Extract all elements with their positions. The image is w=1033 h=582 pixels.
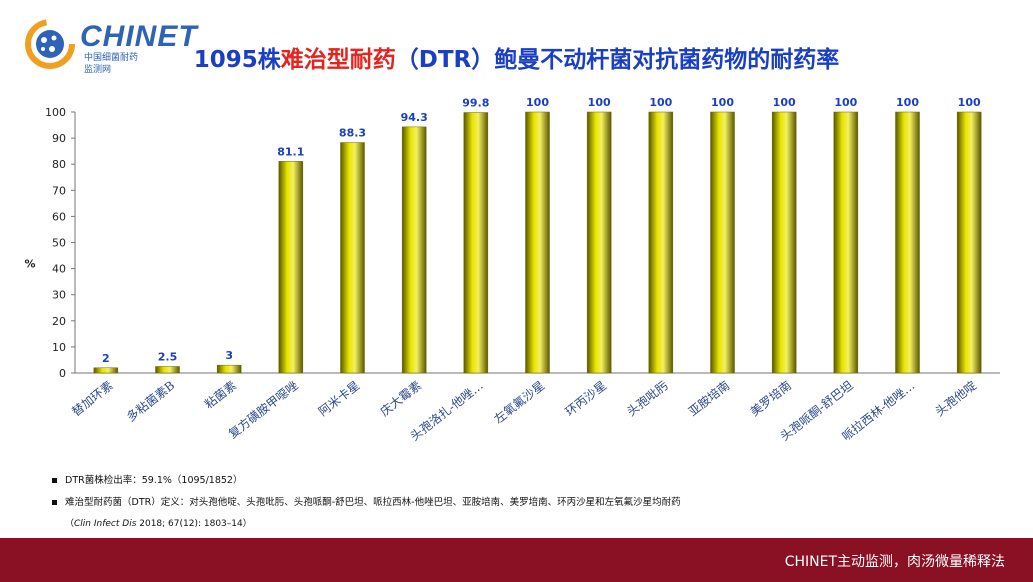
value-label: 2 <box>102 352 110 365</box>
bar <box>833 111 859 374</box>
bar <box>956 111 982 374</box>
value-label: 100 <box>773 96 796 109</box>
y-tick-label: 50 <box>52 237 66 250</box>
bar <box>771 111 797 374</box>
x-tick-label: 粘菌素 <box>201 378 239 412</box>
y-tick-label: 90 <box>52 132 66 145</box>
note-detection-rate: DTR菌株检出率：59.1%（1095/1852） <box>52 472 681 486</box>
y-tick-label: 60 <box>52 210 66 223</box>
globe-icon <box>25 19 75 69</box>
y-tick-label: 100 <box>45 106 66 119</box>
x-tick-label: 头孢他啶 <box>933 378 979 419</box>
title-suffix: （DTR）鲍曼不动杆菌对抗菌药物的耐药率 <box>395 47 840 73</box>
value-label: 100 <box>526 96 549 109</box>
bar <box>586 111 612 374</box>
value-label: 3 <box>225 349 233 362</box>
bar <box>155 366 180 374</box>
value-label: 100 <box>649 96 672 109</box>
bar <box>648 111 674 374</box>
bar <box>93 367 119 374</box>
value-label: 99.8 <box>462 97 489 110</box>
y-tick-label: 10 <box>52 341 66 354</box>
title-prefix: 1095株 <box>193 47 281 73</box>
title-highlight: 难治型耐药 <box>280 47 396 73</box>
y-tick-label: 80 <box>52 158 66 171</box>
y-tick-label: 0 <box>59 367 66 380</box>
value-label: 100 <box>958 96 981 109</box>
value-label: 100 <box>896 96 919 109</box>
footer-text: CHINET主动监测，肉汤微量稀释法 <box>784 554 1005 570</box>
value-label: 81.1 <box>277 145 304 158</box>
y-tick-label: 40 <box>52 263 66 276</box>
x-tick-label: 替加环素 <box>69 378 115 419</box>
bar <box>895 111 920 374</box>
bar <box>216 364 242 374</box>
y-axis-label: % <box>24 258 35 271</box>
value-label: 100 <box>834 96 857 109</box>
x-tick-label: 多粘菌素B <box>123 377 177 424</box>
value-label: 88.3 <box>339 127 366 140</box>
x-tick-label: 庆大霉素 <box>378 378 424 419</box>
chinet-logo: CHINET 中国细菌耐药 监测网 <box>22 12 197 75</box>
bullet-icon <box>52 500 57 505</box>
page-title: 1095株难治型耐药（DTR）鲍曼不动杆菌对抗菌药物的耐药率 <box>0 40 1033 74</box>
bullet-icon <box>52 478 57 483</box>
value-label: 100 <box>588 96 611 109</box>
logo-text: CHINET <box>80 20 198 53</box>
bar <box>278 161 304 374</box>
bar <box>340 142 365 374</box>
y-tick-label: 70 <box>52 184 66 197</box>
notes: DTR菌株检出率：59.1%（1095/1852） 难治型耐药菌（DTR）定义：… <box>52 472 681 529</box>
bar <box>525 111 550 374</box>
x-tick-label: 阿米卡星 <box>316 378 362 419</box>
x-tick-label: 美罗培南 <box>747 378 794 419</box>
value-label: 94.3 <box>401 111 428 124</box>
x-tick-label: 亚胺培南 <box>685 378 732 419</box>
bar <box>710 111 735 374</box>
y-tick-label: 20 <box>52 315 66 328</box>
bar <box>463 112 489 374</box>
logo-subtitle-2: 监测网 <box>84 65 112 75</box>
bar-chart: 0 10 20 30 40 50 60 70 80 90 100% 2 替加环素 2.5 多粘菌素B 3 粘菌素… <box>24 96 1000 444</box>
reference: （Clin Infect Dis 2018; 67(12): 1803–14） <box>65 519 252 529</box>
logo-subtitle: 中国细菌耐药 <box>84 53 139 63</box>
value-label: 100 <box>711 96 734 109</box>
note-dtr-definition: 难治型耐药菌（DTR）定义：对头孢他啶、头孢吡肟、头孢哌酮-舒巴坦、哌拉西林-他… <box>52 494 681 508</box>
footer-bar: CHINET主动监测，肉汤微量稀释法 <box>0 538 1033 582</box>
x-tick-label: 左氧氟沙星 <box>491 378 548 427</box>
x-tick-label: 环丙沙星 <box>563 378 609 419</box>
bar <box>401 126 427 374</box>
y-tick-label: 30 <box>52 289 66 302</box>
x-tick-label: 头孢吡肟 <box>624 378 670 419</box>
value-label: 2.5 <box>158 350 178 363</box>
